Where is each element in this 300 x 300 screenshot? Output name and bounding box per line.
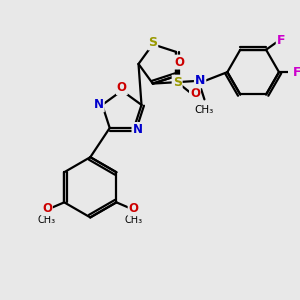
Text: CH₃: CH₃: [195, 104, 214, 115]
Text: F: F: [292, 66, 300, 79]
Text: N: N: [94, 98, 104, 111]
Text: O: O: [174, 56, 184, 69]
Text: O: O: [117, 81, 127, 94]
Text: CH₃: CH₃: [38, 214, 56, 225]
Text: O: O: [42, 202, 52, 215]
Text: F: F: [277, 34, 285, 47]
Text: N: N: [132, 123, 142, 136]
Text: O: O: [129, 202, 139, 215]
Text: N: N: [195, 74, 205, 87]
Text: S: S: [148, 36, 157, 50]
Text: O: O: [190, 87, 200, 100]
Text: CH₃: CH₃: [124, 214, 143, 225]
Text: S: S: [173, 76, 182, 89]
